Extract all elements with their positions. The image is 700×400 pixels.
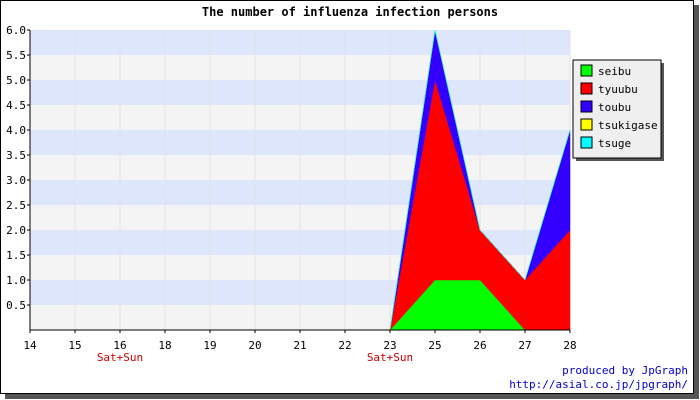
credit-producer: produced by JpGraph xyxy=(562,364,688,377)
x-tick-label: 23 xyxy=(383,339,396,352)
x-tick-label: 25 xyxy=(428,339,441,352)
legend-label-tyuubu: tyuubu xyxy=(598,83,638,96)
legend-swatch-seibu xyxy=(580,64,593,77)
legend-swatch-tyuubu xyxy=(580,82,593,95)
legend: seibu tyuubu toubu tsukigase tsuge xyxy=(572,59,664,161)
y-tick-label: 3.0 xyxy=(6,174,26,187)
legend-label-toubu: toubu xyxy=(598,101,631,114)
legend-label-seibu: seibu xyxy=(598,65,631,78)
legend-swatch-tsukigase xyxy=(580,118,593,131)
weekend-label: Sat+Sun xyxy=(97,351,143,364)
y-tick-label: 2.0 xyxy=(6,224,26,237)
credit-url[interactable]: http://asial.co.jp/jpgraph/ xyxy=(509,378,688,391)
y-tick-label: 5.0 xyxy=(6,74,26,87)
y-tick-label: 1.5 xyxy=(6,249,26,262)
x-tick-label: 21 xyxy=(293,339,306,352)
y-tick-label: 3.5 xyxy=(6,149,26,162)
legend-label-tsuge: tsuge xyxy=(598,137,631,150)
x-tick-label: 14 xyxy=(23,339,37,352)
legend-label-tsukigase: tsukigase xyxy=(598,119,658,132)
weekend-label: Sat+Sun xyxy=(367,351,413,364)
x-tick-label: 28 xyxy=(563,339,576,352)
x-tick-label: 19 xyxy=(203,339,216,352)
x-tick-label: 16 xyxy=(113,339,126,352)
tick-labels: 0.5 1.0 1.5 2.0 2.5 3.0 3.5 4.0 4.5 5.0 5.5 6.0 14 15… xyxy=(6,24,577,364)
y-tick-label: 4.0 xyxy=(6,124,26,137)
y-tick-label: 2.5 xyxy=(6,199,26,212)
x-tick-label: 15 xyxy=(68,339,81,352)
x-tick-label: 18 xyxy=(158,339,171,352)
y-tick-label: 5.5 xyxy=(6,49,26,62)
x-tick-label: 26 xyxy=(473,339,486,352)
x-tick-label: 27 xyxy=(518,339,531,352)
chart-title: The number of influenza infection person… xyxy=(202,5,498,19)
y-tick-label: 6.0 xyxy=(6,24,26,37)
y-tick-label: 4.5 xyxy=(6,99,26,112)
y-tick-label: 1.0 xyxy=(6,274,26,287)
legend-swatch-toubu xyxy=(580,100,593,113)
y-tick-label: 0.5 xyxy=(6,299,26,312)
legend-swatch-tsuge xyxy=(580,136,593,149)
x-tick-label: 20 xyxy=(248,339,261,352)
x-tick-label: 22 xyxy=(338,339,351,352)
credit: produced by JpGraph http://asial.co.jp/j… xyxy=(509,364,688,392)
